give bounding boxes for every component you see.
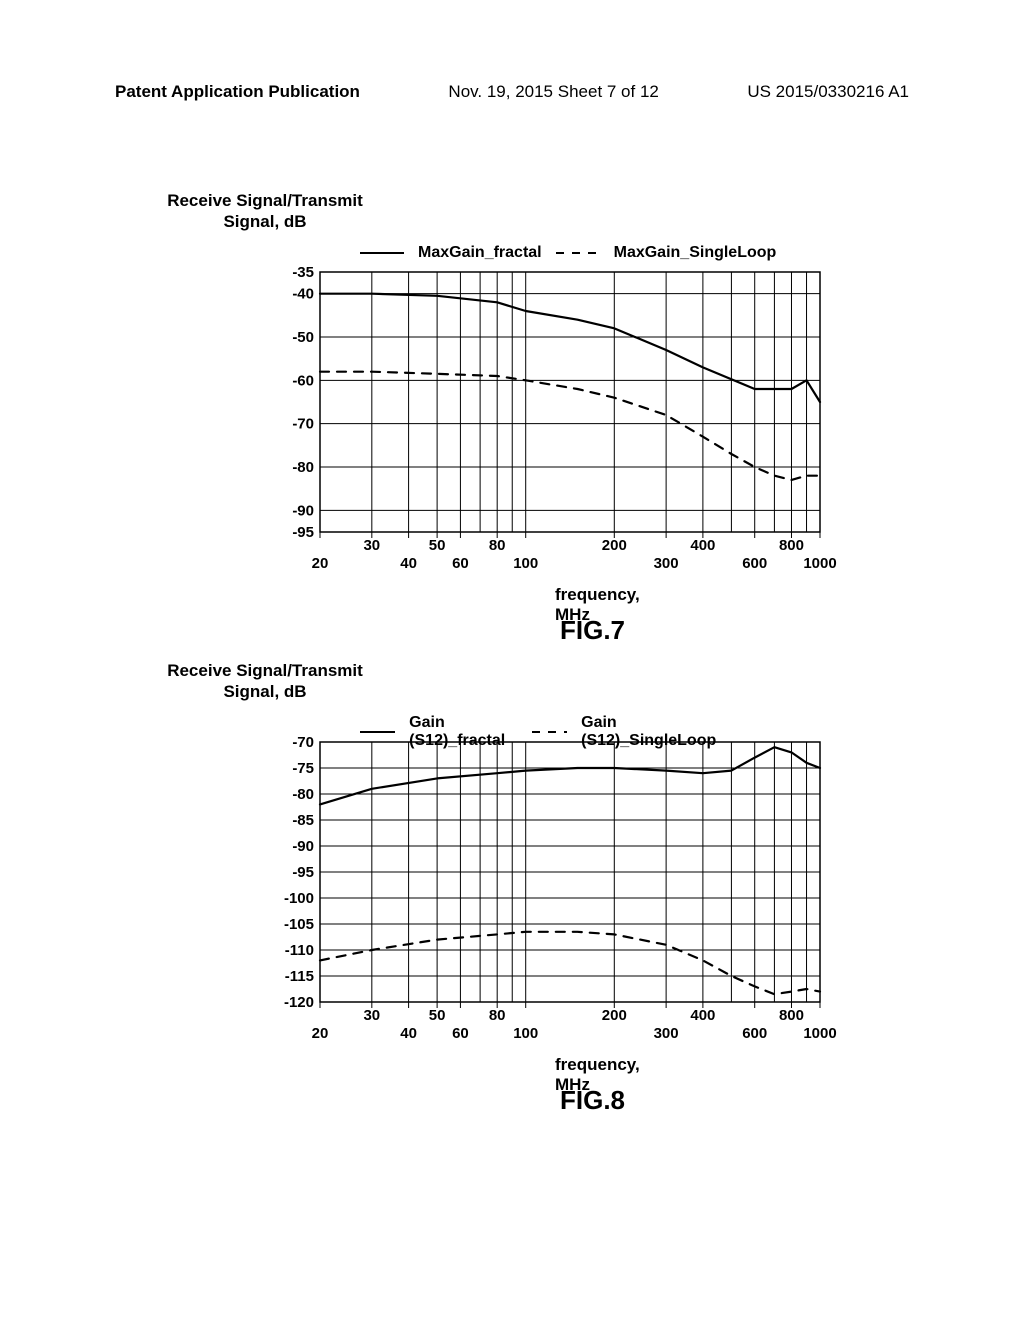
svg-text:-70: -70 (292, 416, 314, 433)
svg-text:800: 800 (779, 537, 804, 554)
fig7-ylabel-line2: Signal, dB (223, 212, 306, 231)
header-center: Nov. 19, 2015 Sheet 7 of 12 (448, 82, 658, 102)
fig8-ylabel-line1: Receive Signal/Transmit (167, 661, 363, 680)
svg-text:-115: -115 (285, 968, 314, 985)
svg-text:600: 600 (742, 1025, 767, 1042)
svg-text:50: 50 (429, 537, 446, 554)
svg-text:300: 300 (654, 1025, 679, 1042)
svg-text:-120: -120 (284, 994, 314, 1011)
fig7-ylabel-line1: Receive Signal/Transmit (167, 191, 363, 210)
svg-text:80: 80 (489, 537, 506, 554)
svg-text:400: 400 (690, 537, 715, 554)
svg-text:100: 100 (513, 555, 538, 572)
fig8-chart-svg: -70 -75 -80 -85 -90 -95 -100 -105 -110 -115 -120 20… (240, 730, 960, 1090)
svg-text:800: 800 (779, 1007, 804, 1024)
svg-text:-90: -90 (292, 502, 314, 519)
svg-text:-40: -40 (292, 286, 314, 303)
svg-text:200: 200 (602, 537, 627, 554)
svg-text:20: 20 (312, 1025, 329, 1042)
svg-text:-50: -50 (292, 329, 314, 346)
svg-text:600: 600 (742, 555, 767, 572)
fig7-caption: FIG.7 (560, 615, 625, 646)
svg-text:200: 200 (602, 1007, 627, 1024)
page-header: Patent Application Publication Nov. 19, … (0, 82, 1024, 102)
header-right: US 2015/0330216 A1 (747, 82, 909, 102)
fig8-caption: FIG.8 (560, 1085, 625, 1116)
svg-text:40: 40 (400, 555, 417, 572)
svg-text:20: 20 (312, 555, 329, 572)
fig8-y-axis-label: Receive Signal/Transmit Signal, dB (160, 660, 370, 703)
solid-line-icon (360, 252, 404, 254)
svg-text:-60: -60 (292, 372, 314, 389)
svg-text:-75: -75 (292, 760, 314, 777)
svg-text:-100: -100 (284, 890, 314, 907)
svg-text:100: 100 (513, 1025, 538, 1042)
svg-text:60: 60 (452, 555, 469, 572)
svg-text:30: 30 (363, 1007, 380, 1024)
svg-text:-95: -95 (292, 864, 314, 881)
svg-text:-85: -85 (292, 812, 314, 829)
svg-text:-70: -70 (292, 734, 314, 751)
svg-text:300: 300 (654, 555, 679, 572)
svg-text:80: 80 (489, 1007, 506, 1024)
svg-text:50: 50 (429, 1007, 446, 1024)
fig8-ylabel-line2: Signal, dB (223, 682, 306, 701)
svg-text:-105: -105 (284, 916, 314, 933)
header-left: Patent Application Publication (115, 82, 360, 102)
fig7-chart-svg: -35 -40 -50 -60 -70 -80 -90 -95 20 30 40 50 60 80 100 2… (240, 260, 960, 620)
svg-text:-80: -80 (292, 786, 314, 803)
svg-text:40: 40 (400, 1025, 417, 1042)
svg-text:400: 400 (690, 1007, 715, 1024)
svg-text:-90: -90 (292, 838, 314, 855)
svg-text:-110: -110 (285, 942, 314, 959)
svg-text:60: 60 (452, 1025, 469, 1042)
dashed-line-icon (556, 252, 600, 254)
svg-text:-35: -35 (292, 264, 314, 281)
svg-text:1000: 1000 (803, 555, 836, 572)
svg-text:-95: -95 (292, 524, 314, 541)
fig7-y-axis-label: Receive Signal/Transmit Signal, dB (160, 190, 370, 233)
svg-text:30: 30 (363, 537, 380, 554)
svg-text:-80: -80 (292, 459, 314, 476)
svg-text:1000: 1000 (803, 1025, 836, 1042)
